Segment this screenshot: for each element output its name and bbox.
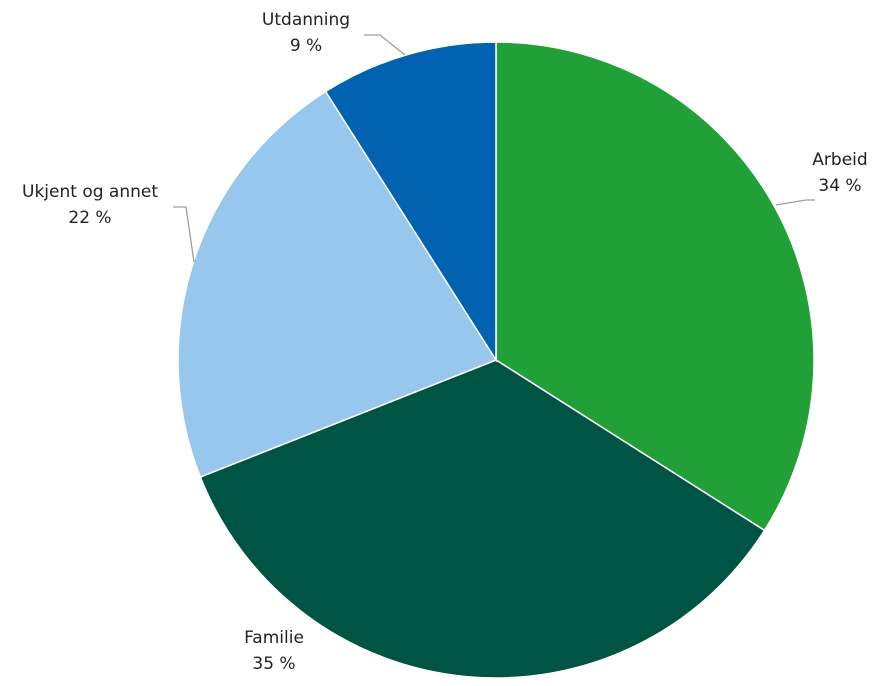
slice-label-familie: Familie: [244, 628, 304, 648]
slice-labels: Arbeid 34 % Familie 35 % Ukjent og annet 22 %…: [22, 10, 868, 674]
slice-label-utdanning: Utdanning: [262, 10, 350, 30]
pie-slice-utdanning: [324, 41, 497, 363]
pie-slice-arbeid: [495, 41, 815, 532]
slice-value-utdanning: 9 %: [290, 36, 322, 56]
pie-slice-familie: [199, 359, 766, 679]
slice-value-ukjent-og-annet: 22 %: [68, 208, 111, 228]
pie-slices: [177, 41, 815, 679]
slice-label-arbeid: Arbeid: [812, 150, 867, 170]
slice-value-arbeid: 34 %: [818, 176, 861, 196]
leader-lines: [173, 34, 815, 263]
slice-label-ukjent-og-annet: Ukjent og annet: [22, 182, 158, 202]
leader-line-utdanning: [364, 34, 406, 56]
leader-line-ukjent-og-annet: [173, 206, 195, 263]
slice-value-familie: 35 %: [252, 654, 295, 674]
leader-line-arbeid: [775, 199, 815, 206]
